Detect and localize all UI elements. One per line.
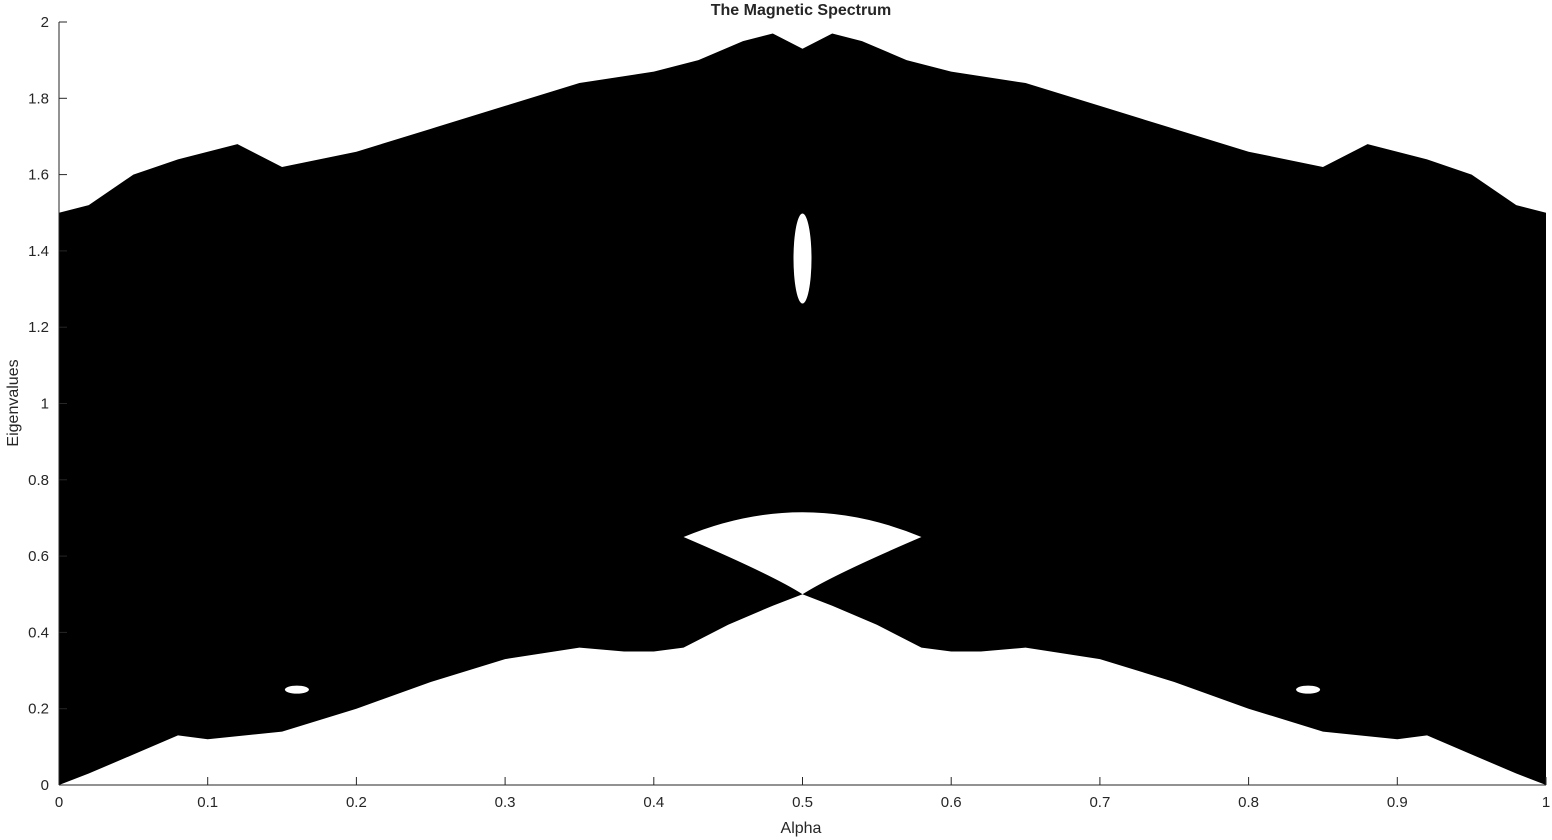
y-tick-label: 0.2 [28, 701, 49, 718]
plot-area [59, 33, 1546, 785]
y-tick-label: 1.6 [28, 167, 49, 184]
x-tick-label: 0 [55, 794, 63, 811]
x-tick-label: 0.6 [941, 794, 962, 811]
x-tick-label: 0.1 [197, 794, 218, 811]
y-tick-label: 0 [41, 777, 49, 794]
x-tick-label: 0.9 [1387, 794, 1408, 811]
chart-title: The Magnetic Spectrum [711, 2, 891, 19]
x-axis-label: Alpha [781, 820, 822, 837]
y-tick-label: 2 [41, 14, 49, 31]
spectrum-gap [793, 213, 812, 304]
x-tick-label: 0.8 [1238, 794, 1259, 811]
x-tick-label: 0.7 [1089, 794, 1110, 811]
x-tick-label: 0.3 [495, 794, 516, 811]
y-tick-label: 1.2 [28, 319, 49, 336]
x-tick-label: 1 [1542, 794, 1550, 811]
spectrum-gap [284, 685, 309, 694]
y-tick-label: 0.8 [28, 472, 49, 489]
x-tick-label: 0.5 [792, 794, 813, 811]
x-tick-label: 0.4 [643, 794, 664, 811]
spectrum-region [59, 33, 1546, 785]
y-tick-label: 1.8 [28, 90, 49, 107]
spectrum-gap [683, 512, 922, 595]
y-tick-label: 0.4 [28, 624, 49, 641]
y-tick-label: 0.6 [28, 548, 49, 565]
spectrum-gap [1296, 685, 1321, 694]
y-axis-label: Eigenvalues [5, 359, 22, 446]
y-tick-label: 1 [41, 396, 49, 413]
y-tick-label: 1.4 [28, 243, 49, 260]
x-tick-label: 0.2 [346, 794, 367, 811]
axes: 0 0.1 0.2 0.3 0.4 0.5 0.6 0.7 0.8 0.9 1 0 0.2 0.4 0.6 0… [28, 14, 1550, 811]
